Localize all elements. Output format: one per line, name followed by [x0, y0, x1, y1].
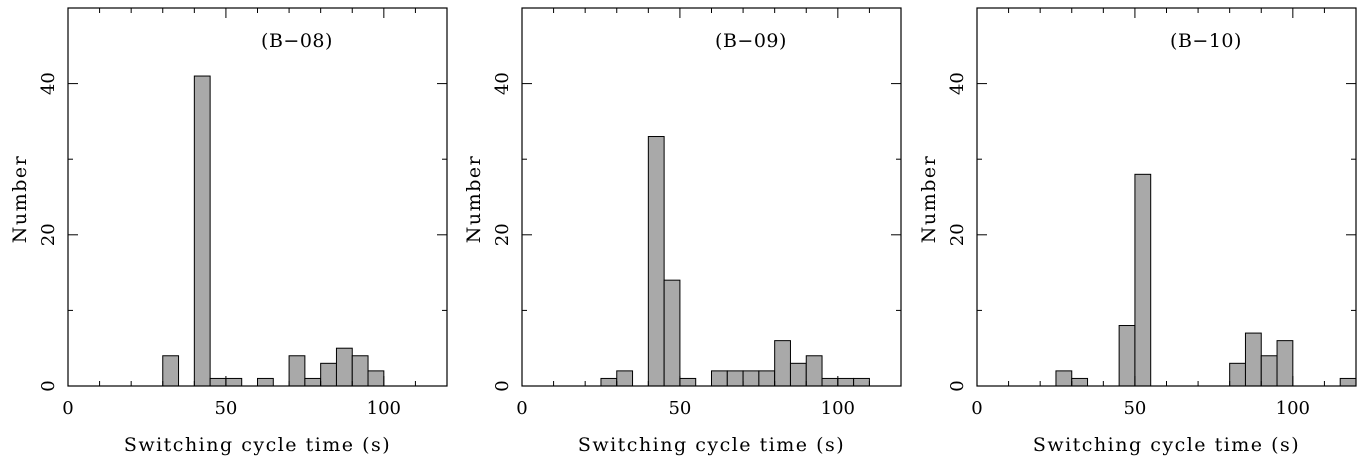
histogram-bar [335, 347, 353, 387]
histogram-bar [837, 377, 855, 387]
histogram-bar [711, 370, 728, 387]
histogram-bar [647, 136, 665, 387]
histogram-bar [351, 355, 369, 387]
histogram-bar [1260, 355, 1278, 387]
histogram-bar [742, 370, 760, 387]
histogram-bar [663, 279, 681, 387]
panel-title: (B−08) [261, 30, 333, 52]
histogram-bar [789, 362, 807, 387]
x-tick-label: 100 [367, 398, 401, 419]
y-axis-title: Number [9, 155, 31, 243]
plot-frame [976, 7, 1357, 387]
y-tick-label: 40 [947, 72, 968, 95]
histogram-bar [616, 370, 634, 387]
y-tick-label: 20 [38, 223, 59, 246]
histogram-bar [288, 355, 306, 387]
histogram-bar [1276, 340, 1294, 387]
histogram-bar [257, 377, 274, 387]
x-axis-title: Switching cycle time (s) [1033, 434, 1300, 456]
histogram-panel-2: 0 50 100 0 20 40 (B−09) Switching cycle time (s… [463, 7, 902, 456]
histogram-bar [320, 362, 337, 387]
histogram-bar [805, 355, 823, 387]
histogram-bar [1339, 377, 1357, 387]
y-tick-label: 40 [492, 72, 513, 95]
x-axis-title: Switching cycle time (s) [124, 434, 391, 456]
y-tick-label: 40 [38, 72, 59, 95]
histogram-bar [162, 355, 180, 387]
histogram-bar [821, 377, 839, 387]
y-tick-label: 0 [38, 380, 59, 391]
y-axis-title: Number [918, 155, 940, 243]
x-tick-label: 50 [214, 398, 237, 419]
histogram-bar [193, 75, 211, 387]
histogram-bar [304, 377, 322, 387]
panel-title: (B−10) [1170, 30, 1242, 52]
histogram-bar [758, 370, 776, 387]
plot-frame [67, 7, 448, 387]
y-tick-label: 20 [947, 223, 968, 246]
histogram-bar [600, 377, 618, 387]
x-axis-title: Switching cycle time (s) [578, 434, 845, 456]
histogram-bar [367, 370, 385, 387]
x-tick-label: 0 [971, 398, 982, 419]
histogram-bar [1244, 332, 1262, 387]
y-tick-label: 20 [492, 223, 513, 246]
x-tick-label: 100 [1276, 398, 1310, 419]
histogram-bar [1055, 370, 1073, 387]
histogram-bar [1229, 362, 1246, 387]
histogram-bar [1118, 325, 1136, 387]
histogram-bar [853, 377, 870, 387]
y-axis-title: Number [463, 155, 485, 243]
histogram-bar [726, 370, 744, 387]
histogram-bar [1071, 377, 1089, 387]
histogram-bar [679, 377, 697, 387]
x-tick-label: 50 [668, 398, 691, 419]
x-tick-label: 0 [516, 398, 527, 419]
x-tick-label: 0 [62, 398, 73, 419]
y-tick-label: 0 [492, 380, 513, 391]
histogram-panel-1: 0 50 100 0 20 40 (B−08) Switching cycle time (s… [9, 7, 448, 456]
y-tick-label: 0 [947, 380, 968, 391]
histogram-bar [774, 340, 791, 387]
histogram-bar [209, 377, 227, 387]
x-tick-label: 100 [821, 398, 855, 419]
x-tick-label: 50 [1123, 398, 1146, 419]
histogram-panel-3: 0 50 100 0 20 40 (B−10) Switching cycle time (s… [918, 7, 1357, 456]
plot-frame [521, 7, 902, 387]
histogram-bar [1134, 173, 1152, 387]
histogram-bar [225, 377, 243, 387]
panel-title: (B−09) [715, 30, 787, 52]
